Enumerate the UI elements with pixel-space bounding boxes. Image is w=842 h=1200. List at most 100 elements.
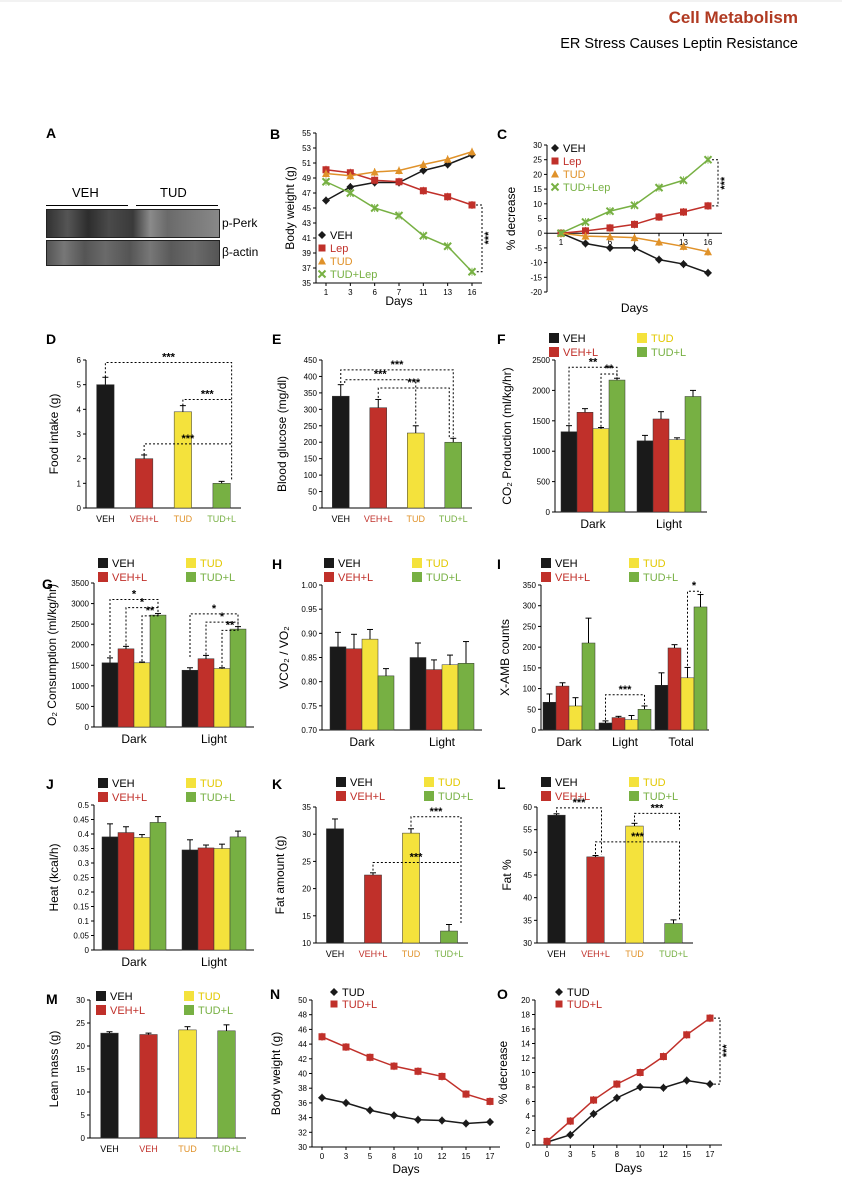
- data-point: [419, 231, 428, 240]
- y-tick-label: 200: [523, 643, 537, 652]
- significance-label: **: [589, 356, 598, 368]
- y-tick-label: 0.15: [73, 903, 89, 912]
- x-tick-label: 16: [468, 288, 477, 297]
- legend-marker: [318, 257, 326, 265]
- x-tick-label: 1: [324, 288, 329, 297]
- bar: [444, 441, 462, 509]
- data-point: [630, 243, 639, 252]
- panel-b: B 35 37 39 41 43 45 47 49 51 53 55 Body weight (g) 1 3…: [270, 125, 495, 310]
- chart-svg: F 0 500 1000 1500 2000 2500 CO₂ Production (ml/…: [497, 331, 707, 531]
- y-tick-label: 20: [533, 170, 542, 179]
- y-axis-label: Fat %: [500, 859, 514, 891]
- y-tick-label: 25: [302, 857, 311, 866]
- legend-label: VEH: [112, 558, 135, 570]
- significance-label: ***: [410, 851, 424, 863]
- y-tick-label: 4: [77, 405, 82, 414]
- y-tick-label: 37: [302, 264, 311, 273]
- legend-swatch: [629, 572, 639, 582]
- bar: [117, 648, 135, 728]
- panel-d: D 0 1 2 3 4 5 6 Food intake (g) VEH VEH+L TUD TUD+L *…: [46, 330, 246, 525]
- bar: [668, 439, 686, 513]
- legend-swatch: [184, 1005, 194, 1015]
- x-axis-label: Days: [621, 301, 648, 315]
- y-tick-label: 0.05: [73, 932, 89, 941]
- x-tick-label: 13: [443, 288, 452, 297]
- y-tick-label: 50: [308, 488, 317, 497]
- y-tick-label: 400: [304, 372, 318, 381]
- x-tick-label: 7: [632, 238, 637, 247]
- significance-bracket: [556, 807, 602, 855]
- legend-label: VEH: [563, 333, 586, 345]
- significance-label: *: [220, 611, 225, 623]
- significance-bracket: [568, 366, 618, 425]
- bar: [586, 856, 605, 944]
- data-point: [581, 217, 590, 227]
- y-tick-label: 35: [302, 803, 311, 812]
- legend-swatch: [424, 777, 434, 787]
- bar: [684, 396, 702, 513]
- legend-label: VEH: [110, 991, 133, 1003]
- legend-label: TUD+L: [426, 572, 461, 584]
- y-tick-label: 15: [302, 912, 311, 921]
- legend-label: VEH+L: [112, 792, 147, 804]
- legend-marker: [317, 269, 327, 279]
- legend-swatch: [629, 777, 639, 787]
- series-tud-plusl: [543, 1014, 714, 1146]
- legend-swatch: [324, 558, 334, 568]
- y-tick-label: 5: [81, 1111, 86, 1120]
- x-tick-label: 7: [397, 288, 402, 297]
- legend-swatch: [98, 572, 108, 582]
- legend-swatch: [637, 347, 647, 357]
- x-tick-label: TUD: [625, 949, 644, 959]
- data-point: [683, 1031, 691, 1039]
- x-tick-label: 0: [545, 1150, 550, 1159]
- x-tick-label: TUD: [178, 1144, 197, 1154]
- y-tick-label: 10: [521, 1069, 530, 1078]
- x-axis-label: Days: [392, 1162, 419, 1176]
- bar: [213, 848, 231, 951]
- y-axis-label: O₂ Consumption (ml/kg/hr): [45, 584, 59, 726]
- data-point: [654, 183, 664, 192]
- y-tick-label: 0.5: [78, 801, 90, 810]
- panel-label: E: [272, 331, 281, 347]
- y-axis-label: Heat (kcal/h): [47, 843, 61, 911]
- legend-label: VEH+L: [555, 572, 590, 584]
- bar: [149, 614, 167, 728]
- legend-label: Lep: [563, 156, 581, 168]
- bar: [332, 395, 350, 509]
- data-point: [438, 1116, 446, 1125]
- y-tick-label: 1500: [532, 417, 550, 426]
- legend-label: TUD+L: [643, 572, 678, 584]
- data-point: [390, 1062, 398, 1070]
- bar: [624, 719, 639, 731]
- legend-label: VEH: [112, 778, 135, 790]
- data-point: [444, 193, 452, 201]
- legend-label: TUD+L: [643, 791, 678, 803]
- panel-label: K: [272, 776, 282, 792]
- bar: [181, 849, 199, 951]
- y-tick-label: 30: [76, 996, 85, 1005]
- significance-bracket: [372, 861, 459, 871]
- significance-bracket: [143, 443, 232, 455]
- y-tick-label: 50: [527, 705, 536, 714]
- legend-label: TUD: [330, 256, 353, 268]
- bar: [377, 675, 395, 731]
- y-axis-label: Fat amount (g): [273, 836, 287, 915]
- bar: [229, 628, 247, 728]
- legend-label: VEH+L: [110, 1005, 145, 1017]
- significance-bracket: [687, 590, 701, 666]
- panel-label: O: [497, 986, 508, 1002]
- legend-swatch: [184, 991, 194, 1001]
- bar: [149, 822, 167, 951]
- x-tick-label: 12: [659, 1150, 668, 1159]
- legend-label: TUD+L: [651, 347, 686, 359]
- x-tick-label: 5: [591, 1150, 596, 1159]
- data-point: [318, 1033, 326, 1041]
- legend-marker: [550, 182, 560, 192]
- data-point: [581, 239, 590, 248]
- chart-svg: G 0 500 1000 1500 2000 2500 3000 3500 O₂ Consumpt…: [42, 558, 254, 746]
- series-line: [321, 1036, 491, 1103]
- legend-label: TUD+Lep: [563, 182, 610, 194]
- bar: [217, 1030, 236, 1139]
- panel-label: A: [46, 125, 57, 141]
